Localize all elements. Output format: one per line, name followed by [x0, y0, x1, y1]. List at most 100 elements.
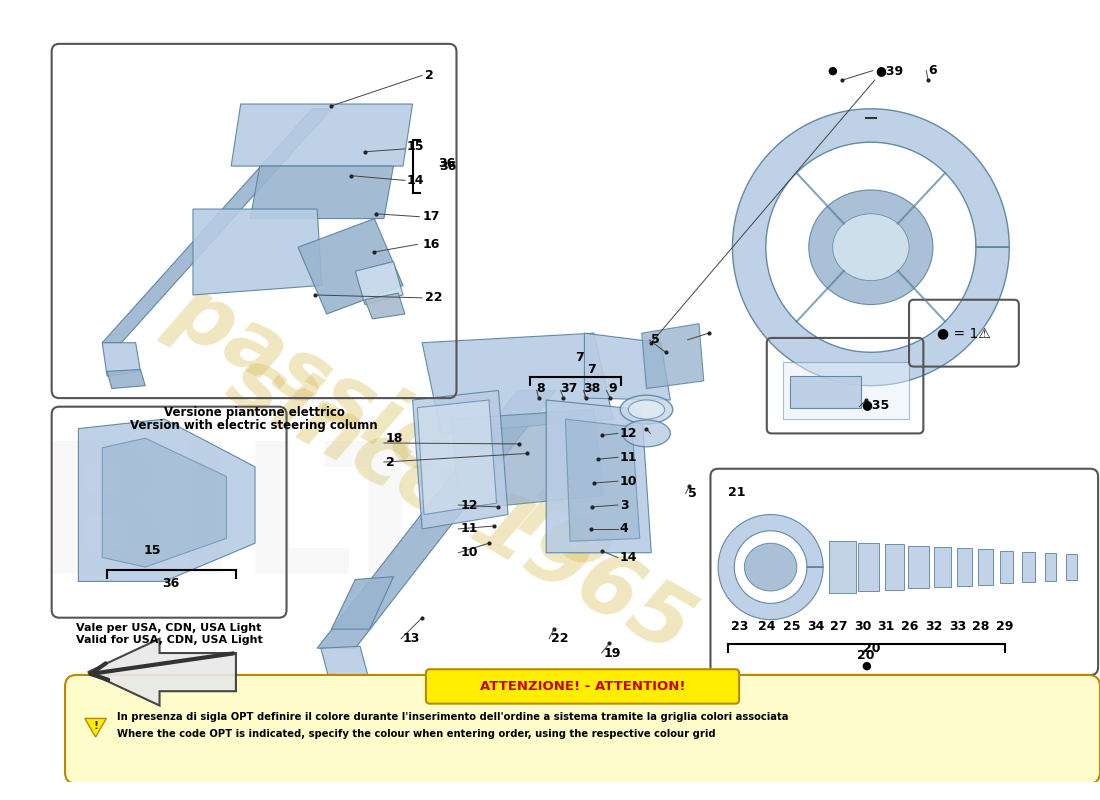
Polygon shape — [957, 548, 972, 586]
Text: passion fo: passion fo — [156, 268, 630, 590]
Text: 5: 5 — [688, 487, 696, 500]
Text: 4: 4 — [619, 522, 628, 535]
FancyBboxPatch shape — [426, 670, 739, 704]
Text: 2: 2 — [386, 455, 395, 469]
Polygon shape — [102, 342, 141, 376]
Text: 29: 29 — [996, 620, 1013, 633]
Polygon shape — [365, 293, 405, 319]
Polygon shape — [321, 646, 370, 685]
Text: 16: 16 — [422, 238, 440, 251]
Polygon shape — [828, 542, 856, 593]
Text: Valid for USA, CDN, USA Light: Valid for USA, CDN, USA Light — [76, 635, 263, 645]
Text: 26: 26 — [901, 620, 918, 633]
Text: 20: 20 — [857, 650, 874, 662]
Polygon shape — [298, 218, 403, 314]
Text: 15: 15 — [407, 141, 425, 154]
Text: In presenza di sigla OPT definire il colore durante l'inserimento dell'ordine a : In presenza di sigla OPT definire il col… — [117, 712, 788, 722]
Text: 11: 11 — [460, 522, 477, 535]
Text: 7: 7 — [587, 363, 596, 376]
Polygon shape — [412, 390, 508, 529]
Polygon shape — [978, 549, 993, 586]
Polygon shape — [251, 166, 394, 218]
Polygon shape — [102, 109, 331, 342]
Text: ●: ● — [861, 661, 871, 670]
Text: 18: 18 — [386, 432, 404, 445]
Polygon shape — [451, 410, 604, 510]
Ellipse shape — [745, 543, 796, 591]
Text: 17: 17 — [422, 210, 440, 223]
Text: 22: 22 — [425, 291, 442, 304]
Text: 31: 31 — [878, 620, 895, 633]
Text: 28: 28 — [972, 620, 989, 633]
Polygon shape — [1045, 553, 1056, 582]
Text: 24: 24 — [758, 620, 776, 633]
Ellipse shape — [628, 400, 664, 419]
Polygon shape — [641, 324, 704, 389]
Text: since 1965: since 1965 — [214, 339, 706, 671]
Polygon shape — [317, 390, 556, 648]
Text: 30: 30 — [855, 620, 872, 633]
Text: 13: 13 — [403, 632, 420, 645]
Text: 33: 33 — [949, 620, 967, 633]
Text: 21: 21 — [727, 486, 745, 499]
Polygon shape — [547, 400, 651, 553]
Text: 36: 36 — [163, 577, 179, 590]
Text: 34: 34 — [807, 620, 824, 633]
Polygon shape — [565, 419, 640, 542]
Text: 12: 12 — [460, 498, 477, 511]
Polygon shape — [790, 376, 861, 408]
Polygon shape — [909, 546, 929, 588]
Text: 36: 36 — [439, 159, 456, 173]
Text: ATTENZIONE! - ATTENTION!: ATTENZIONE! - ATTENTION! — [480, 680, 685, 693]
Polygon shape — [1000, 551, 1013, 583]
Text: Where the code OPT is indicated, specify the colour when entering order, using t: Where the code OPT is indicated, specify… — [117, 729, 715, 739]
Text: BILT: BILT — [34, 436, 448, 612]
Polygon shape — [102, 438, 227, 567]
Text: 14: 14 — [619, 551, 637, 564]
Text: 25: 25 — [783, 620, 801, 633]
Text: 15: 15 — [143, 544, 161, 558]
Text: 19: 19 — [604, 646, 620, 659]
Text: ● = 1⚠: ● = 1⚠ — [937, 326, 991, 340]
Text: 20: 20 — [864, 642, 881, 654]
Text: 38: 38 — [583, 382, 601, 395]
Polygon shape — [355, 262, 403, 305]
Text: 22: 22 — [551, 632, 569, 645]
Polygon shape — [88, 638, 235, 706]
Polygon shape — [417, 400, 496, 514]
Text: 32: 32 — [925, 620, 943, 633]
Text: 6: 6 — [928, 64, 937, 77]
Text: Versione piantone elettrico: Versione piantone elettrico — [164, 406, 344, 418]
Polygon shape — [934, 547, 952, 587]
Ellipse shape — [620, 395, 673, 424]
Text: 12: 12 — [619, 427, 637, 440]
Text: 9: 9 — [608, 382, 617, 395]
Polygon shape — [192, 209, 322, 295]
Ellipse shape — [623, 420, 670, 446]
Text: 10: 10 — [460, 546, 477, 559]
Text: ●39: ●39 — [876, 64, 904, 77]
Polygon shape — [733, 109, 1010, 386]
Text: 2: 2 — [425, 69, 433, 82]
Ellipse shape — [833, 214, 909, 281]
Polygon shape — [886, 544, 904, 590]
Polygon shape — [231, 104, 412, 166]
Text: 7: 7 — [575, 350, 584, 364]
Text: Version with electric steering column: Version with electric steering column — [130, 419, 378, 432]
Text: 3: 3 — [619, 498, 628, 511]
Text: 8: 8 — [537, 382, 546, 395]
Polygon shape — [858, 543, 879, 591]
Text: 27: 27 — [829, 620, 847, 633]
Polygon shape — [107, 370, 145, 389]
Text: 36: 36 — [438, 157, 455, 170]
Polygon shape — [1022, 552, 1035, 582]
Text: 14: 14 — [407, 174, 425, 187]
Text: 37: 37 — [561, 382, 578, 395]
Text: Vale per USA, CDN, USA Light: Vale per USA, CDN, USA Light — [76, 623, 262, 634]
Polygon shape — [718, 514, 823, 619]
Text: 5: 5 — [651, 334, 660, 346]
Polygon shape — [331, 577, 394, 629]
Text: !: ! — [94, 721, 98, 730]
Polygon shape — [78, 419, 255, 582]
Text: ●: ● — [828, 66, 837, 76]
